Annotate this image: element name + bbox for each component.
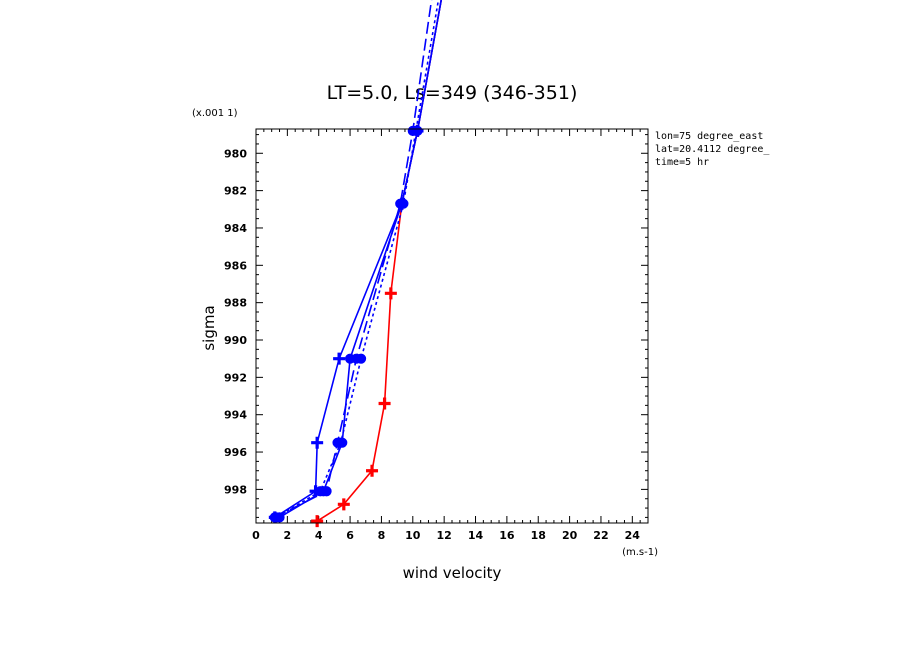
x-tick-label: 22 xyxy=(593,529,608,542)
series-4-point xyxy=(269,512,280,523)
y-tick-label: 988 xyxy=(224,297,247,310)
x-tick-label: 10 xyxy=(405,529,421,542)
series-line-1 xyxy=(274,0,443,519)
x-tick-label: 20 xyxy=(562,529,578,542)
y-tick-label: 986 xyxy=(224,259,247,272)
x-tick-label: 6 xyxy=(346,529,354,542)
annotation-lon: lon=75 degree_east xyxy=(655,131,763,142)
series-0-point xyxy=(378,397,391,410)
x-tick-label: 2 xyxy=(284,529,292,542)
series-4-point xyxy=(395,198,406,209)
annotation-lat: lat=20.4112 degree_ xyxy=(655,144,770,155)
y-axis-label: sigma xyxy=(200,305,218,350)
y-tick-label: 980 xyxy=(224,147,247,160)
y-tick-label: 982 xyxy=(224,185,247,198)
axes: 0 2 4 6 8 10 12 14 16 18 20 22 249809829849869889909… xyxy=(224,129,649,542)
plot-frame xyxy=(255,128,649,524)
series-1-point xyxy=(311,436,324,449)
series-line-3 xyxy=(275,0,440,519)
x-tick-label: 4 xyxy=(315,529,323,542)
y-tick-label: 992 xyxy=(224,371,247,384)
series-4-point xyxy=(332,437,343,448)
y-tick-label: 998 xyxy=(224,483,247,496)
chart-title: LT=5.0, Ls=349 (346-351) xyxy=(327,82,578,104)
x-tick-label: 14 xyxy=(468,529,484,542)
series-1-point xyxy=(333,352,346,365)
x-tick-label: 18 xyxy=(531,529,546,542)
series-line-4 xyxy=(274,0,433,519)
y-tick-label: 990 xyxy=(224,334,247,347)
x-tick-label: 8 xyxy=(378,529,386,542)
x-tick-label: 0 xyxy=(252,529,260,542)
series-layer xyxy=(268,0,443,528)
series-4-point xyxy=(351,353,362,364)
x-tick-label: 24 xyxy=(625,529,641,542)
series-4-point xyxy=(407,125,418,136)
x-tick-label: 12 xyxy=(437,529,452,542)
series-line-2 xyxy=(279,0,443,519)
series-4-point xyxy=(321,486,332,497)
y-tick-label: 994 xyxy=(224,409,247,422)
series-0-point xyxy=(337,498,350,511)
x-axis-label: wind velocity xyxy=(403,564,502,582)
y-tick-label: 984 xyxy=(224,222,247,235)
y-tick-label: 996 xyxy=(224,446,247,459)
series-0-point xyxy=(366,464,379,477)
y-units-label: (x.001 1) xyxy=(192,108,238,119)
series-0-point xyxy=(311,515,324,528)
x-units-label: (m.s-1) xyxy=(622,547,658,558)
series-0-point xyxy=(384,287,397,300)
annotation-time: time=5 hr xyxy=(655,157,709,168)
x-tick-label: 16 xyxy=(499,529,515,542)
